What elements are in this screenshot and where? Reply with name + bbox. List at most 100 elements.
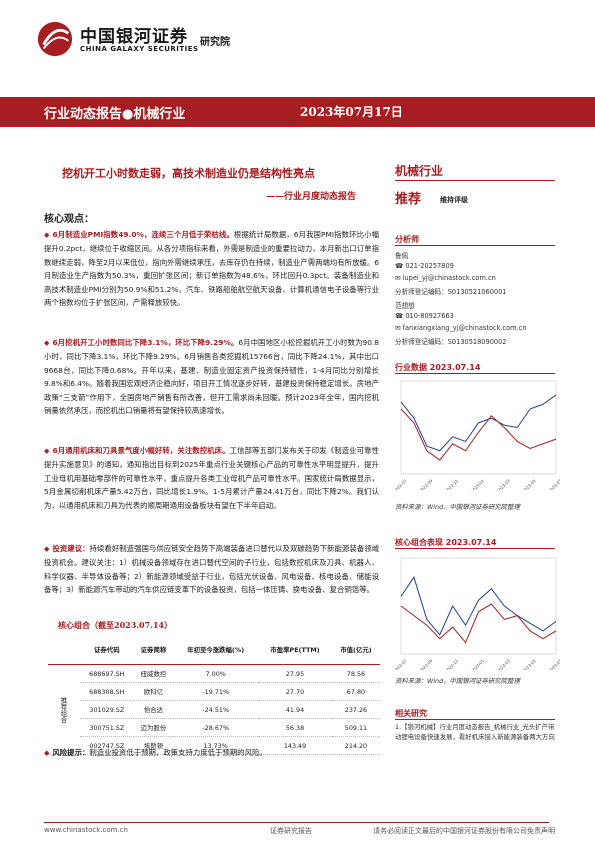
x-tick-label: 2022-07 xyxy=(395,658,408,670)
table-cell: 214.20 xyxy=(331,736,380,755)
x-tick-label: 2022-11 xyxy=(444,478,460,490)
table-cell: -24.51% xyxy=(173,700,259,719)
point-highlight: 6月制造业PMI指数49.0%，连续三个月低于荣枯线。 xyxy=(52,230,234,239)
point-text: 工信部等五部门发布关于印发《制造业可靠性提升实施意见》的通知，通知指出目标到20… xyxy=(44,446,379,510)
email-text: fanxiangxiang_yj@chinastock.com.cn xyxy=(402,324,527,332)
table-cell: 迈为股份 xyxy=(133,718,174,737)
analyst-phone: ☎ 010-80927663 xyxy=(395,312,454,320)
analyst-cert: 分析师登记编码：S0130521060001 xyxy=(395,288,507,296)
core-point-4: ◆ 投资建议：持续看好制造强国与供应链安全趋势下高端装备进口替代以及双碳趋势下新能… xyxy=(44,542,379,597)
table-cell: 27.95 xyxy=(258,664,332,683)
point-highlight: 投资建议： xyxy=(52,544,90,553)
divider xyxy=(395,548,555,549)
rating-note: 维持评级 xyxy=(440,196,468,204)
footer-url[interactable]: www.chinastock.com.cn xyxy=(44,826,128,834)
report-date: 2023年07月17日 xyxy=(300,105,403,119)
bullet-icon: ◆ xyxy=(44,339,50,347)
table-cell: 欧科亿 xyxy=(133,682,174,701)
holdings-table: 证券代码 证券简称 年初至今涨跌幅(%) 市盈率PE(TTM) 市值(亿元) 推… xyxy=(48,634,380,755)
email-text: lupei_yj@chinastock.com.cn xyxy=(402,274,496,282)
table-row: 002747.SZ 埃斯顿 13.73% 143.49 214.20 xyxy=(48,736,380,755)
x-tick-label: 2023-03 xyxy=(496,658,512,670)
footer-label: 证券研究报告 xyxy=(270,827,312,835)
portfolio-chart: 2022-07 2022-09 2022-11 2023-01 2023-03 2023-… xyxy=(395,557,560,670)
phone-text: 010-80927663 xyxy=(405,312,454,320)
table-cell: 300751.SZ xyxy=(80,718,134,737)
analyst-cert: 分析师登记编码：S0130518090002 xyxy=(395,338,507,346)
x-tick-label: 2023-01 xyxy=(470,478,486,490)
series-line-1 xyxy=(400,576,557,636)
core-point-2: ◆ 6月挖机开工小时数同比下降3.1%，环比下降9.29%。6月中国地区小松挖掘机… xyxy=(44,336,379,417)
column-header: 市盈率PE(TTM) xyxy=(258,634,332,665)
table-header-row: 证券代码 证券简称 年初至今涨跌幅(%) 市盈率PE(TTM) 市值(亿元) xyxy=(48,634,380,665)
x-tick-label: 2023-05 xyxy=(521,478,537,490)
plot-frame xyxy=(400,380,557,475)
table-cell: 27.70 xyxy=(258,682,332,701)
point-highlight: 6月挖机开工小时数同比下降3.1%，环比下降9.29%。 xyxy=(52,338,239,347)
report-type: 行业动态报告●机械行业 xyxy=(44,107,186,122)
related-item: 1.【银河机械】行业月度动态报告_机械行业_光头扩产带动锂电设备快速发展，看好机… xyxy=(395,723,555,741)
table-cell: 301029.SZ xyxy=(80,700,134,719)
divider xyxy=(395,719,555,720)
logo-text: 中国银河证券 xyxy=(80,27,188,47)
headline: 挖机开工小时数走弱，高技术制造业仍是结构性亮点 xyxy=(62,167,315,180)
divider xyxy=(395,373,555,374)
chart2-title: 核心组合表现 2023.07.14 xyxy=(395,538,497,547)
galaxy-logo-icon xyxy=(37,21,73,57)
analyst-name: 范想想 xyxy=(395,302,415,310)
phone-icon: ☎ xyxy=(395,312,406,320)
chart2-source: 资料来源：Wind，中国银河证券研究院整理 xyxy=(395,677,520,685)
table-cell: 237.26 xyxy=(331,700,380,719)
bullet-icon: ◆ xyxy=(44,545,50,553)
analyst-email: ✉ fanxiangxiang_yj@chinastock.com.cn xyxy=(395,324,527,332)
series-line-2 xyxy=(400,603,557,644)
x-tick-label: 2023-07 xyxy=(547,658,560,670)
table-cell: 688697.SH xyxy=(80,664,134,683)
x-tick-label: 2022-09 xyxy=(418,478,434,490)
point-highlight: 6月通用机床和刀具景气度小幅好转，关注数控机床。 xyxy=(52,446,230,455)
table-cell: 143.49 xyxy=(258,736,332,755)
analyst-phone: ☎ 021-20257809 xyxy=(395,262,454,270)
risk-warning: ◆ 风险提示：制造业投资低于预期，政策支持力度低于预期的风险。 xyxy=(44,746,379,760)
email-icon: ✉ xyxy=(395,274,403,282)
plot-frame xyxy=(400,557,557,655)
analyst-label: 分析师 xyxy=(395,235,419,244)
phone-text: 021-20257809 xyxy=(405,262,454,270)
x-tick-label: 2022-09 xyxy=(418,658,434,670)
point-text: 持续看好制造强国与供应链安全趋势下高端装备进口替代以及双碳趋势下新能源装备领域投… xyxy=(44,544,379,595)
table-cell: 688308.SH xyxy=(80,682,134,701)
x-tick-label: 2023-07 xyxy=(547,478,560,490)
table-cell: 509.11 xyxy=(331,718,380,737)
risk-label: 风险提示： xyxy=(52,748,90,757)
sector-name: 机械行业 xyxy=(395,164,444,178)
table-cell: 78.56 xyxy=(331,664,380,683)
x-tick-label: 2022-11 xyxy=(444,658,460,670)
table-cell: 纽威数控 xyxy=(133,664,174,683)
bullet-icon: ◆ xyxy=(44,447,50,455)
logo-suffix: 研究院 xyxy=(200,37,230,48)
industry-chart: 2022-07 2022-09 2022-11 2023-01 2023-03 2023-… xyxy=(395,380,560,490)
core-point-1: ◆ 6月制造业PMI指数49.0%，连续三个月低于荣枯线。根据统计局数据，6月我国… xyxy=(44,228,379,309)
table-cell: 13.73% xyxy=(173,736,259,755)
table-title: 核心组合（截至2023.07.14） xyxy=(58,620,173,630)
column-header: 市值(亿元) xyxy=(331,634,380,665)
divider xyxy=(395,245,555,246)
divider xyxy=(395,180,555,181)
x-tick-label: 2023-01 xyxy=(470,658,486,670)
point-text: 6月中国地区小松挖掘机开工小时数为90.8小时，同比下降3.1%，环比下降9.2… xyxy=(44,338,379,416)
series-line-1 xyxy=(400,394,557,452)
x-tick-label: 2023-03 xyxy=(496,478,512,490)
table-cell: 41.94 xyxy=(258,700,332,719)
table-row: 300751.SZ 迈为股份 -28.67% 56.38 509.11 xyxy=(48,718,380,737)
footer-divider xyxy=(44,822,549,823)
analyst-email: ✉ lupei_yj@chinastock.com.cn xyxy=(395,274,496,282)
table-row: 688308.SH 欧科亿 -19.71% 27.70 67.80 xyxy=(48,682,380,701)
x-tick-label: 2023-05 xyxy=(521,658,537,670)
table-cell: 怡合达 xyxy=(133,700,174,719)
column-header: 证券代码 xyxy=(80,634,134,665)
series-line-2 xyxy=(400,408,557,461)
core-title: 核心观点： xyxy=(44,214,94,225)
analyst-name: 鲁佩 xyxy=(395,252,409,260)
footer-disclaimer: 请务必阅读正文最后的中国银河证券股份有限公司免责声明 xyxy=(373,827,555,835)
chart1-source: 资料来源：Wind，中国银河证券研究院整理 xyxy=(395,503,520,511)
